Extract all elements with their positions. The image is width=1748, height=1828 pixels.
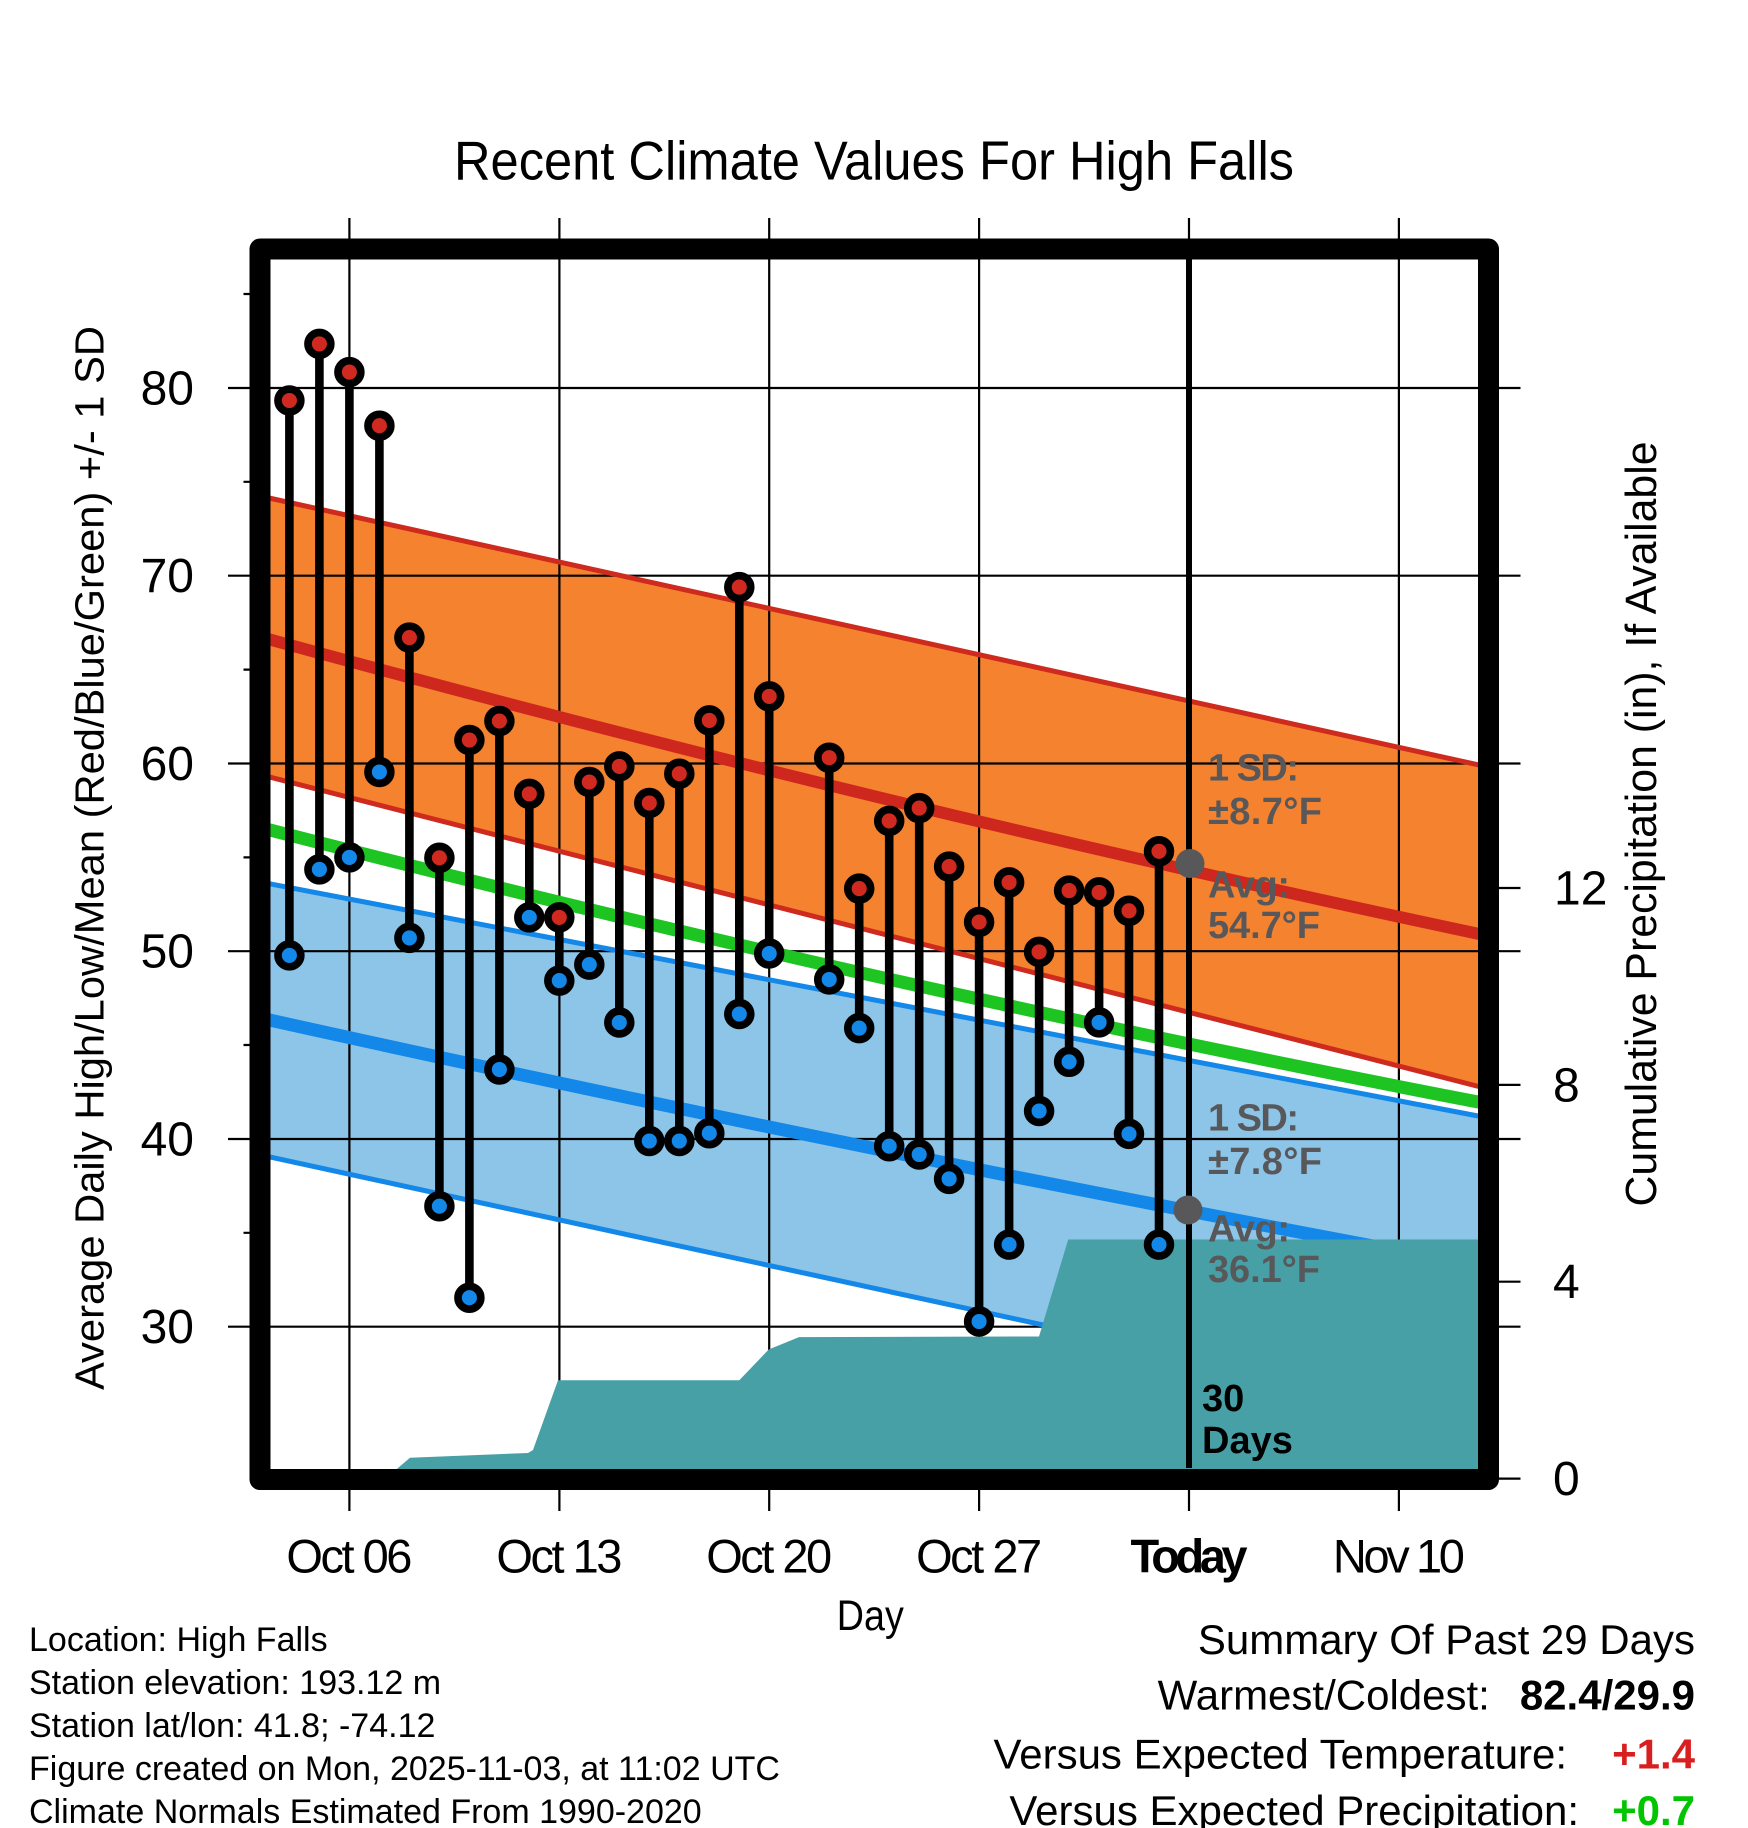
svg-text:40: 40 — [141, 1113, 194, 1166]
svg-text:Average Daily High/Low/Mean (R: Average Daily High/Low/Mean (Red/Blue/Gr… — [67, 326, 113, 1390]
svg-text:Cumulative Precipitation (in),: Cumulative Precipitation (in), If Availa… — [1617, 442, 1666, 1207]
svg-text:0: 0 — [1553, 1453, 1580, 1506]
svg-text:Oct 20: Oct 20 — [706, 1529, 832, 1582]
svg-text:Avg:: Avg: — [1208, 865, 1290, 907]
svg-text:Avg:: Avg: — [1208, 1209, 1290, 1251]
svg-text:Days: Days — [1202, 1420, 1293, 1462]
svg-text:Recent Climate Values For High: Recent Climate Values For High Falls — [454, 130, 1294, 192]
svg-text:1 SD:: 1 SD: — [1208, 748, 1299, 790]
svg-text:50: 50 — [141, 926, 194, 979]
svg-text:80: 80 — [141, 362, 194, 415]
svg-text:30: 30 — [141, 1301, 194, 1354]
svg-text:1 SD:: 1 SD: — [1208, 1098, 1299, 1140]
svg-text:Oct 13: Oct 13 — [496, 1529, 622, 1582]
svg-text:Oct 27: Oct 27 — [916, 1529, 1042, 1582]
svg-text:Oct 06: Oct 06 — [286, 1529, 412, 1582]
svg-text:36.1°F: 36.1°F — [1208, 1249, 1320, 1291]
svg-text:Location: High Falls: Location: High Falls — [29, 1621, 328, 1659]
svg-text:Station elevation: 193.12 m: Station elevation: 193.12 m — [29, 1664, 441, 1702]
svg-text:12: 12 — [1554, 862, 1607, 915]
svg-text:4: 4 — [1553, 1256, 1580, 1309]
svg-text:30: 30 — [1202, 1378, 1244, 1420]
svg-text:Warmest/Coldest:82.4/29.9: Warmest/Coldest: 82.4/29.9 — [1158, 1672, 1695, 1719]
svg-text:60: 60 — [141, 738, 194, 791]
svg-text:Summary Of Past 29 Days: Summary Of Past 29 Days — [1198, 1616, 1695, 1663]
svg-text:Figure created on Mon, 2025-11: Figure created on Mon, 2025-11-03, at 11… — [29, 1750, 780, 1788]
svg-text:Climate Normals Estimated From: Climate Normals Estimated From 1990-2020 — [29, 1793, 702, 1828]
svg-text:Station lat/lon: 41.8; -74.12: Station lat/lon: 41.8; -74.12 — [29, 1707, 435, 1745]
svg-text:±8.7°F: ±8.7°F — [1208, 791, 1322, 833]
svg-text:8: 8 — [1553, 1059, 1580, 1112]
svg-text:Today: Today — [1131, 1529, 1248, 1582]
svg-text:Nov 10: Nov 10 — [1333, 1529, 1465, 1582]
svg-text:Day: Day — [837, 1592, 904, 1640]
svg-text:54.7°F: 54.7°F — [1208, 905, 1320, 947]
svg-text:±7.8°F: ±7.8°F — [1208, 1141, 1322, 1183]
svg-text:70: 70 — [141, 550, 194, 603]
